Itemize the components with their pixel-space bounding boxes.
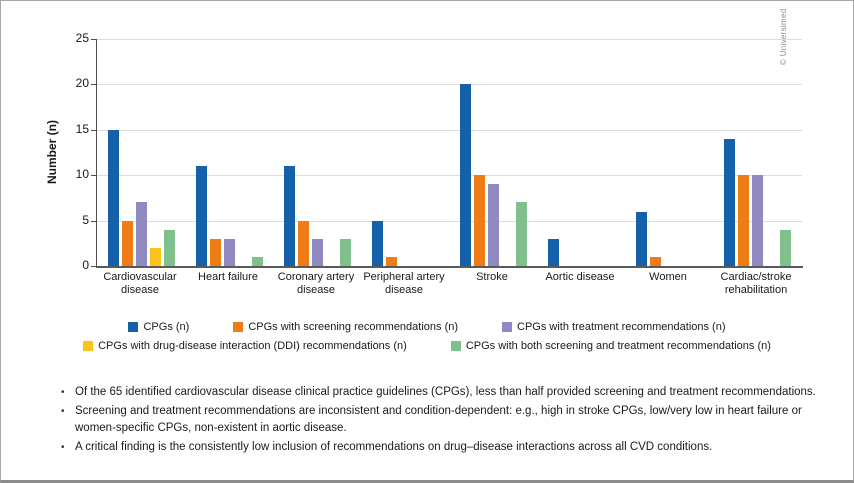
legend-item: CPGs with drug-disease interaction (DDI)…: [83, 340, 407, 352]
bar: [779, 229, 791, 266]
legend-label: CPGs (n): [143, 321, 190, 333]
x-category-label: Heart failure: [198, 271, 258, 283]
gridline-20: [97, 84, 802, 85]
y-tick-mark-25: [91, 39, 96, 40]
x-axis-category-labels: Cardiovascular disease Heart failure Coron…: [96, 271, 802, 297]
bar: [283, 166, 295, 266]
legend-swatch: [450, 341, 461, 351]
bar-groups: [97, 39, 802, 266]
gridline-5: [97, 221, 802, 222]
legend-item: CPGs with treatment recommendations (n): [502, 321, 726, 333]
bar: [311, 238, 323, 266]
bar-group: [449, 39, 537, 266]
legend-row-2: CPGs with drug-disease interaction (DDI)…: [1, 340, 853, 352]
bar-group: [185, 39, 273, 266]
key-findings-notes: • Of the 65 identified cardiovascular dis…: [59, 384, 825, 458]
bar: [547, 238, 559, 266]
gridline-10: [97, 175, 802, 176]
legend-label: CPGs with treatment recommendations (n): [517, 321, 726, 333]
note-bullet: • Screening and treatment recommendations…: [59, 403, 825, 437]
bar: [149, 247, 161, 266]
bar: [723, 138, 735, 266]
y-tick-label-0: 0: [82, 258, 89, 272]
x-category-label: Stroke: [476, 271, 508, 283]
bar: [371, 220, 383, 266]
legend-item: CPGs (n): [128, 321, 189, 333]
x-category-label: Cardiac/stroke rehabilitation: [720, 271, 792, 296]
x-category-label: Cardiovascular disease: [103, 271, 177, 296]
bar: [737, 175, 749, 266]
legend-label: CPGs with drug-disease interaction (DDI)…: [98, 340, 407, 352]
bar-group: [537, 39, 625, 266]
legend-label: CPGs with both screening and treatment r…: [465, 340, 771, 352]
bar: [635, 211, 647, 266]
y-tick-label-20: 20: [75, 76, 89, 90]
bar-group: [361, 39, 449, 266]
x-axis-line: [96, 266, 803, 268]
legend-label: CPGs with screening recommendations (n): [248, 321, 459, 333]
bar: [135, 202, 147, 266]
legend-swatch: [502, 322, 513, 332]
y-tick-mark-20: [91, 84, 96, 85]
legend: CPGs (n) CPGs with screening recommendati…: [1, 321, 853, 359]
bar: [385, 256, 397, 266]
bar-group: [97, 39, 185, 266]
x-category-label: Peripheral artery disease: [363, 271, 445, 296]
legend-item: CPGs with screening recommendations (n): [233, 321, 458, 333]
plot-area: [96, 39, 803, 268]
note-text: A critical finding is the consistently l…: [75, 441, 713, 453]
y-tick-mark-0: [91, 266, 96, 267]
bar: [107, 129, 119, 266]
bar: [163, 229, 175, 266]
bar: [459, 84, 471, 266]
y-tick-label-15: 15: [75, 122, 89, 136]
y-tick-mark-15: [91, 130, 96, 131]
bar: [251, 256, 263, 266]
bar-group: [273, 39, 361, 266]
bar: [339, 238, 351, 266]
note-text: Of the 65 identified cardiovascular dise…: [75, 386, 816, 398]
bar: [649, 256, 661, 266]
gridline-15: [97, 130, 802, 131]
note-bullet: • Of the 65 identified cardiovascular dis…: [59, 384, 825, 401]
bar: [515, 202, 527, 266]
y-tick-mark-10: [91, 175, 96, 176]
bar: [121, 220, 133, 266]
bar: [751, 175, 763, 266]
y-tick-label-5: 5: [82, 213, 89, 227]
y-tick-label-10: 10: [75, 167, 89, 181]
legend-swatch: [128, 322, 139, 332]
legend-swatch: [83, 341, 94, 351]
bar: [487, 184, 499, 266]
y-tick-mark-5: [91, 221, 96, 222]
note-bullet: • A critical finding is the consistently …: [59, 439, 825, 456]
x-category-label: Aortic disease: [545, 271, 615, 283]
y-axis-label: Number (n): [45, 120, 59, 184]
bar: [223, 238, 235, 266]
x-category-label: Women: [649, 271, 687, 283]
bar-group: [713, 39, 801, 266]
bar: [297, 220, 309, 266]
legend-row-1: CPGs (n) CPGs with screening recommendati…: [1, 321, 853, 333]
y-tick-label-25: 25: [75, 31, 89, 45]
legend-item: CPGs with both screening and treatment r…: [450, 340, 771, 352]
bullet-dot-icon: •: [61, 406, 65, 417]
bullet-dot-icon: •: [61, 442, 65, 453]
bar: [209, 238, 221, 266]
legend-swatch: [233, 322, 244, 332]
gridline-25: [97, 39, 802, 40]
x-category-label: Coronary artery disease: [277, 271, 355, 296]
note-text: Screening and treatment recommendations …: [75, 405, 802, 434]
bar: [195, 166, 207, 266]
bullet-dot-icon: •: [61, 387, 65, 398]
bar-group: [625, 39, 713, 266]
bar: [473, 175, 485, 266]
